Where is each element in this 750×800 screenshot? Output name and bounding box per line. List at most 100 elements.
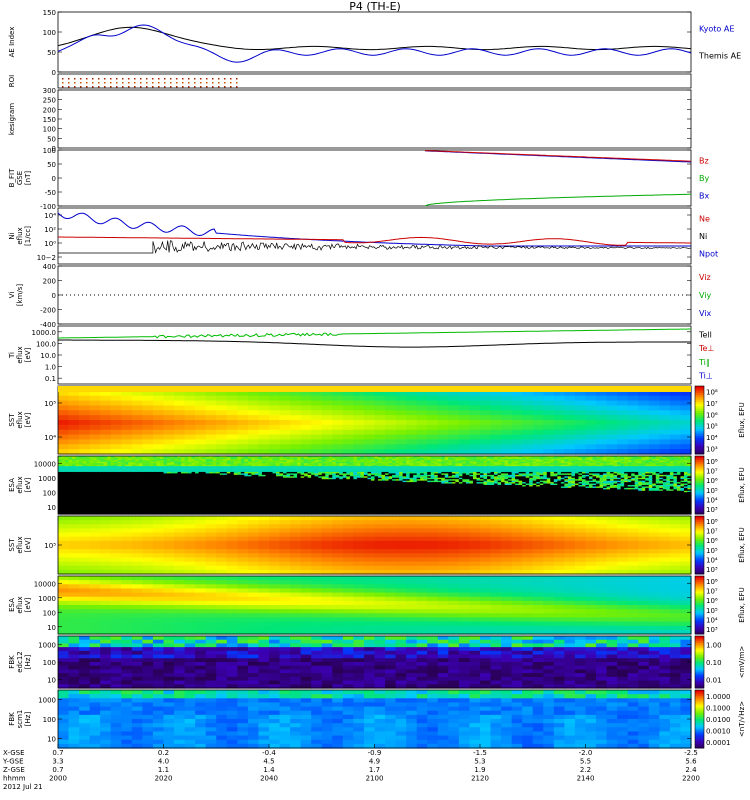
- colorbar-tick-label: 10⁶: [706, 411, 718, 419]
- roi-dot: [182, 82, 184, 84]
- roi-dot: [80, 78, 82, 80]
- axis-ylabel: scm1: [16, 710, 24, 729]
- axis-ylabel: eflux: [16, 227, 24, 244]
- colorbar-tick-label: 10⁷: [706, 400, 718, 408]
- axis-tick-label: 10⁴: [44, 212, 56, 220]
- colorbar-tick-label: 10⁴: [706, 434, 718, 442]
- roi-dot: [206, 82, 208, 84]
- legend-entry: Viz: [699, 273, 711, 282]
- roi-dot: [176, 78, 178, 80]
- axis-tick-label: 100: [43, 126, 56, 134]
- roi-dot: [62, 82, 64, 84]
- roi-dot: [164, 82, 166, 84]
- roi-dot: [104, 78, 106, 80]
- panel-frame: [57, 89, 692, 149]
- legend-entry: Ti∥: [698, 358, 710, 367]
- panel-fbk_b: FBK scm1 [Hz] 10 100 1000 0.0001 0.0010 0.0100 0.…: [8, 689, 746, 749]
- axis-tick-label: 10²: [44, 226, 56, 234]
- axis-ylabel: Ti: [8, 352, 16, 359]
- footer-tick-label: 0.7: [52, 749, 63, 757]
- roi-dot: [212, 82, 214, 84]
- axis-tick-label: 250: [43, 97, 56, 105]
- roi-dot: [212, 86, 214, 88]
- roi-dot: [224, 86, 226, 88]
- axis-tick-label: 100: [43, 29, 56, 37]
- footer-tick-label: 4.5: [263, 758, 274, 766]
- roi-dot: [116, 86, 118, 88]
- roi-dot: [128, 86, 130, 88]
- panel-sst_e: SST eflux [eV] 10⁴ 10⁵ 10³ 10⁴ 10⁵ 10⁶ 10⁷ 10⁸ Eflu…: [8, 385, 746, 455]
- roi-dot: [158, 78, 160, 80]
- legend-entry: Bz: [699, 157, 709, 166]
- colorbar-tick-label: 10³: [706, 506, 718, 514]
- axis-ylabel: [eV]: [24, 597, 32, 612]
- roi-dot: [200, 86, 202, 88]
- roi-dot: [146, 78, 148, 80]
- axis-ylabel: [eV]: [24, 537, 32, 552]
- legend-entry: Themis AE: [698, 52, 741, 61]
- axis-tick-label: 200: [43, 278, 56, 286]
- roi-dot: [206, 78, 208, 80]
- axis-ylabel: kesigram: [8, 103, 16, 135]
- colorbar-tick-label: 0.0100: [706, 716, 731, 724]
- colorbar-tick-label: 10⁷: [706, 588, 718, 596]
- npot-line: [57, 212, 691, 247]
- colorbar-tick-label: 10⁶: [706, 597, 718, 605]
- colorbar-tick-label: 1.0000: [706, 693, 731, 701]
- colorbar-tick-label: 10³: [706, 566, 718, 574]
- colorbar-tick-label: 10⁷: [706, 528, 718, 536]
- axis-ylabel: ESA: [8, 598, 16, 612]
- by-line: [424, 193, 692, 207]
- roi-dot: [236, 78, 238, 80]
- roi-dot: [200, 78, 202, 80]
- axis-tick-label: 10⁵: [44, 400, 56, 408]
- footer-tick-label: 2.2: [580, 766, 591, 774]
- roi-dot: [86, 78, 88, 80]
- axis-tick-label: 100: [43, 716, 56, 724]
- footer-tick-label: 4.0: [158, 758, 169, 766]
- footer-tick-label: 5.5: [580, 758, 591, 766]
- axis-tick-label: 10.0: [40, 352, 56, 360]
- legend-entry: Viy: [699, 291, 712, 300]
- panel-vi: Vi [km/s] -400 -200 0 200 400 Viz Viy Vix: [8, 263, 712, 329]
- legend-entry: Ne: [699, 215, 710, 224]
- roi-dot: [134, 78, 136, 80]
- axis-ylabel: [1/cc]: [24, 226, 32, 246]
- axis-ylabel: [Hz]: [24, 655, 32, 670]
- footer-row-label: X-GSE: [3, 749, 25, 757]
- axis-tick-label: 10⁰: [44, 240, 56, 248]
- bz-line: [425, 150, 692, 162]
- axis-ylabel: ROI: [8, 75, 16, 87]
- roi-dot: [158, 86, 160, 88]
- footer-row-label: 2012 Jul 21: [3, 783, 43, 791]
- roi-dot: [236, 86, 238, 88]
- roi-dot: [68, 86, 70, 88]
- colorbar-tick-label: 10⁴: [706, 497, 718, 505]
- panel-ti: Ti eflux [eV] 0.1 1.0 10.0 100.0 1000.0 Tell Te⊥ T…: [8, 325, 714, 385]
- roi-dot: [134, 82, 136, 84]
- footer-tick-label: 5.6: [685, 758, 697, 766]
- roi-dot: [218, 78, 220, 80]
- panel-frame: [57, 73, 692, 89]
- roi-dot: [158, 82, 160, 84]
- roi-dot: [224, 78, 226, 80]
- footer-tick-label: 1.9: [474, 766, 485, 774]
- roi-dot: [98, 78, 100, 80]
- axis-tick-label: 0: [52, 292, 56, 300]
- axis-ylabel: SST: [8, 413, 16, 427]
- axis-ylabel: GSE: [16, 171, 24, 185]
- roi-dot: [104, 82, 106, 84]
- roi-dot: [152, 78, 154, 80]
- axis-ylabel: [Hz]: [24, 712, 32, 727]
- roi-dot: [206, 86, 208, 88]
- roi-dot: [110, 82, 112, 84]
- legend-entry: Bx: [699, 192, 709, 201]
- axis-tick-label: 300: [43, 87, 56, 95]
- axis-ylabel: [nT]: [24, 171, 32, 185]
- axis-ylabel: edc12: [16, 651, 24, 673]
- footer-tick-label: 2040: [260, 775, 278, 783]
- kyoto-ae-line: [57, 24, 692, 63]
- roi-dot: [86, 86, 88, 88]
